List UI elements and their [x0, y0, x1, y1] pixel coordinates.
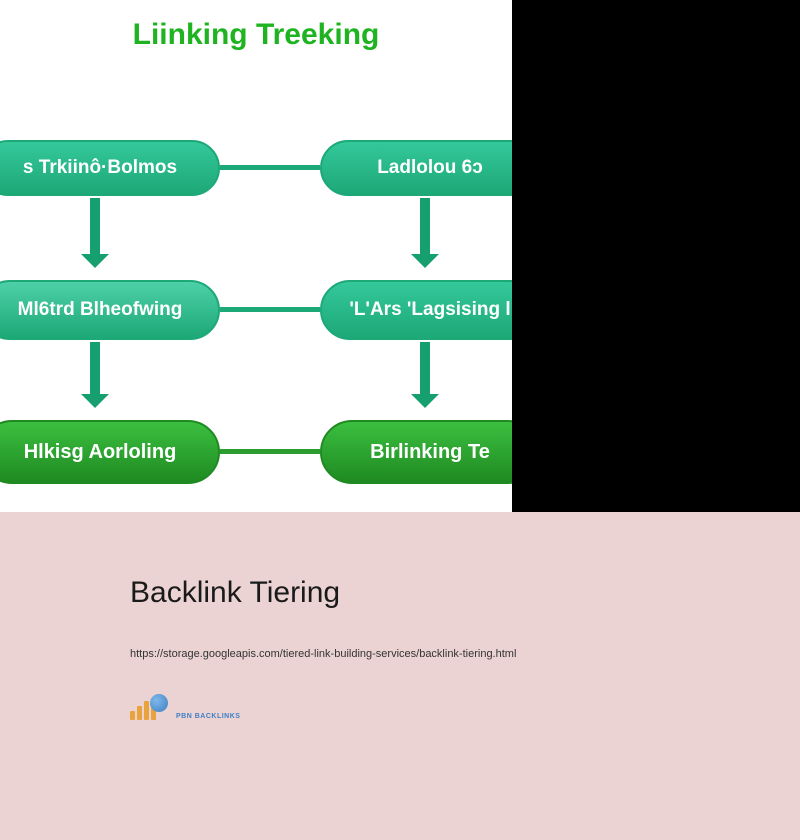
connector-r2c1-r2c2 [220, 307, 320, 312]
diagram-canvas: Liinking Treeking s Trkiinô·Bolmos Ladlol… [0, 0, 512, 512]
logo-label: PBN BACKLINKS [176, 713, 240, 720]
arrow-head-icon [411, 254, 439, 268]
connector-r1c1-r1c2 [220, 165, 320, 170]
node-label: s Trkiinô·Bolmos [23, 157, 177, 179]
node-r2c1: Ml6trd Blheofwing [0, 280, 220, 340]
card-region: Backlink Tiering https://storage.googlea… [0, 512, 800, 840]
page-root: Liinking Treeking s Trkiinô·Bolmos Ladlol… [0, 0, 800, 840]
node-r2c2: 'L'Ars 'Lagsising l [320, 280, 512, 340]
diagram-title: Liinking Treeking [0, 18, 512, 52]
node-r3c1: Hlkisg Aorloling [0, 420, 220, 484]
connector-r3c1-r3c2 [220, 449, 320, 454]
node-label: Ml6trd Blheofwing [18, 299, 183, 321]
arrow-r1c1-r2c1 [90, 198, 100, 254]
logo: PBN BACKLINKS [130, 694, 800, 720]
node-r1c1: s Trkiinô·Bolmos [0, 140, 220, 196]
node-label: Birlinking Te [370, 441, 490, 464]
arrow-head-icon [81, 254, 109, 268]
diagram-area: Liinking Treeking s Trkiinô·Bolmos Ladlol… [0, 0, 800, 512]
node-label: 'L'Ars 'Lagsising l [349, 299, 510, 321]
arrow-head-icon [81, 394, 109, 408]
node-r1c2: Ladlolou 6ɔ [320, 140, 512, 196]
arrow-r2c1-r3c1 [90, 342, 100, 394]
info-card: Backlink Tiering https://storage.googlea… [0, 536, 800, 840]
card-url[interactable]: https://storage.googleapis.com/tiered-li… [130, 648, 800, 660]
arrow-head-icon [411, 394, 439, 408]
logo-globe-icon [150, 694, 168, 712]
node-label: Hlkisg Aorloling [24, 441, 177, 464]
node-label: Ladlolou 6ɔ [377, 157, 483, 179]
node-r3c2: Birlinking Te [320, 420, 512, 484]
card-title: Backlink Tiering [130, 576, 800, 610]
arrow-r1c2-r2c2 [420, 198, 430, 254]
arrow-r2c2-r3c2 [420, 342, 430, 394]
